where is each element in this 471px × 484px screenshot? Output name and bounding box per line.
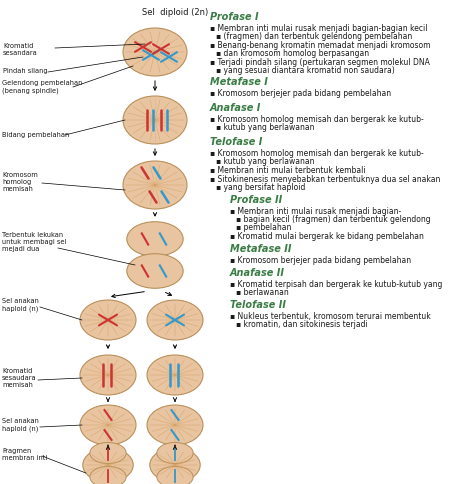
Text: ▪ Kromatid terpisah dan bergerak ke kutub-kutub yang: ▪ Kromatid terpisah dan bergerak ke kutu… [230, 280, 442, 289]
Text: ▪ dan kromosom homolog berpasangan: ▪ dan kromosom homolog berpasangan [216, 49, 369, 58]
Text: Telofase II: Telofase II [230, 300, 286, 310]
Text: ▪ Kromosom berjejer pada bidang pembelahan: ▪ Kromosom berjejer pada bidang pembelah… [210, 89, 391, 98]
Text: ▪ Nukleus terbentuk, kromosom terurai membentuk: ▪ Nukleus terbentuk, kromosom terurai me… [230, 312, 431, 321]
Ellipse shape [80, 355, 136, 395]
Text: ▪ Terjadi pindah silang (pertukaran segmen molekul DNA: ▪ Terjadi pindah silang (pertukaran segm… [210, 58, 430, 67]
Text: ▪ kromatin, dan sitokinesis terjadi: ▪ kromatin, dan sitokinesis terjadi [236, 320, 368, 329]
Text: ▪ Kromosom homolog memisah dan bergerak ke kutub-: ▪ Kromosom homolog memisah dan bergerak … [210, 115, 424, 124]
Ellipse shape [147, 405, 203, 445]
Text: ▪ pembelahan: ▪ pembelahan [236, 223, 292, 232]
Text: ▪ berlawanan: ▪ berlawanan [236, 288, 289, 297]
Text: Bidang pembelahan: Bidang pembelahan [2, 132, 69, 138]
Text: Gelendong pembelahan
(benang spindle): Gelendong pembelahan (benang spindle) [2, 80, 82, 93]
Ellipse shape [147, 355, 203, 395]
Text: ▪ kutub yang berlawanan: ▪ kutub yang berlawanan [216, 157, 315, 166]
Ellipse shape [123, 161, 187, 209]
Ellipse shape [150, 448, 200, 482]
Ellipse shape [127, 222, 183, 257]
Text: ▪ kutub yang berlawanan: ▪ kutub yang berlawanan [216, 123, 315, 132]
Text: ▪ yang bersifat haploid: ▪ yang bersifat haploid [216, 183, 305, 192]
Ellipse shape [157, 467, 193, 484]
Text: Sel anakan
haploid (n): Sel anakan haploid (n) [2, 298, 39, 312]
Text: Kromatid
sesandara: Kromatid sesandara [3, 43, 38, 56]
Text: Profase II: Profase II [230, 195, 282, 205]
Ellipse shape [123, 28, 187, 76]
Text: ▪ Kromosom berjejer pada bidang pembelahan: ▪ Kromosom berjejer pada bidang pembelah… [230, 256, 411, 265]
Text: Kromatid
sesaudara
memisah: Kromatid sesaudara memisah [2, 368, 37, 388]
Ellipse shape [83, 448, 133, 482]
Text: Metafase I: Metafase I [210, 77, 268, 87]
Ellipse shape [127, 254, 183, 288]
Text: Kromosom
homolog
memisah: Kromosom homolog memisah [2, 172, 38, 192]
Text: ▪ Kromatid mulai bergerak ke bidang pembelahan: ▪ Kromatid mulai bergerak ke bidang pemb… [230, 232, 424, 241]
Text: ▪ Sitokinenesis menyebabkan terbentuknya dua sel anakan: ▪ Sitokinenesis menyebabkan terbentuknya… [210, 175, 440, 184]
Text: Anafase II: Anafase II [230, 268, 285, 278]
Text: Fragmen
membran inti: Fragmen membran inti [2, 448, 47, 461]
Ellipse shape [90, 467, 126, 484]
Text: Sel  diploid (2n): Sel diploid (2n) [142, 8, 208, 17]
Text: Terbentuk lekukan
untuk membagi sel
mejadi dua: Terbentuk lekukan untuk membagi sel meja… [2, 232, 66, 252]
Text: Anafase I: Anafase I [210, 103, 261, 113]
Text: ▪ yang sesuai diantara kromatid non saudara): ▪ yang sesuai diantara kromatid non saud… [216, 66, 395, 75]
Text: ▪ Membran inti mulai terbentuk kembali: ▪ Membran inti mulai terbentuk kembali [210, 166, 365, 175]
Text: ▪ bagian kecil (fragmen) dan terbentuk gelendong: ▪ bagian kecil (fragmen) dan terbentuk g… [236, 215, 430, 224]
Ellipse shape [123, 96, 187, 144]
Ellipse shape [90, 442, 126, 464]
Ellipse shape [147, 300, 203, 340]
Ellipse shape [157, 442, 193, 464]
Ellipse shape [80, 300, 136, 340]
Text: Telofase I: Telofase I [210, 137, 262, 147]
Text: ▪ Kromosom homolog memisah dan bergerak ke kutub-: ▪ Kromosom homolog memisah dan bergerak … [210, 149, 424, 158]
Text: Metafase II: Metafase II [230, 244, 292, 254]
Text: Sel anakan
haploid (n): Sel anakan haploid (n) [2, 418, 39, 432]
Text: ▪ Membran inti mulai rusak menjadi bagian-bagian kecil: ▪ Membran inti mulai rusak menjadi bagia… [210, 24, 428, 33]
Text: ▪ (fragmen) dan terbentuk gelendong pembelahan: ▪ (fragmen) dan terbentuk gelendong pemb… [216, 32, 412, 41]
Text: ▪ Benang-benang kromatin memadat menjadi kromosom: ▪ Benang-benang kromatin memadat menjadi… [210, 41, 430, 50]
Text: Pindah silang: Pindah silang [3, 68, 48, 74]
Ellipse shape [80, 405, 136, 445]
Text: ▪ Membran inti mulai rusak menjadi bagian-: ▪ Membran inti mulai rusak menjadi bagia… [230, 207, 401, 216]
Text: Profase I: Profase I [210, 12, 259, 22]
